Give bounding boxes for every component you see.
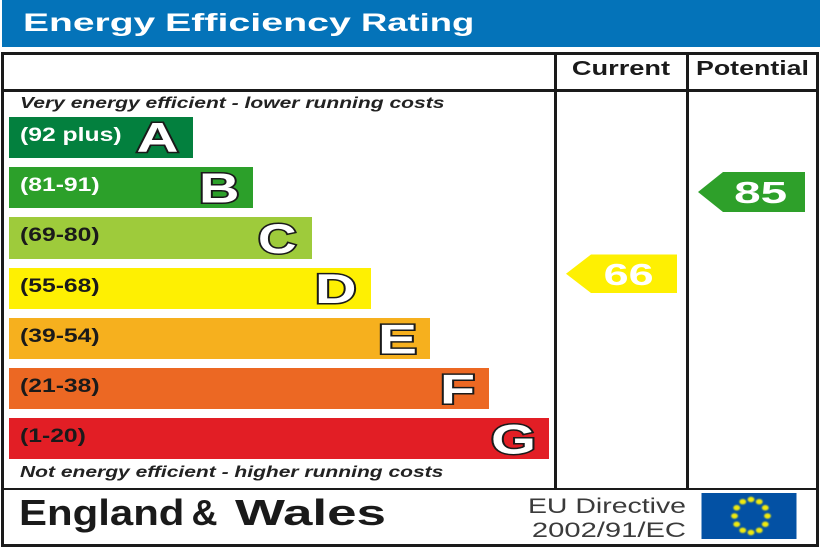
svg-text:B: B	[199, 165, 240, 212]
svg-text:F: F	[440, 366, 475, 413]
svg-text:D: D	[315, 265, 357, 312]
svg-text:85: 85	[734, 175, 787, 210]
svg-text:G: G	[491, 416, 536, 463]
svg-text:A: A	[137, 114, 179, 161]
svg-text:66: 66	[604, 257, 654, 292]
svg-text:E: E	[378, 315, 417, 362]
svg-text:C: C	[258, 215, 297, 262]
